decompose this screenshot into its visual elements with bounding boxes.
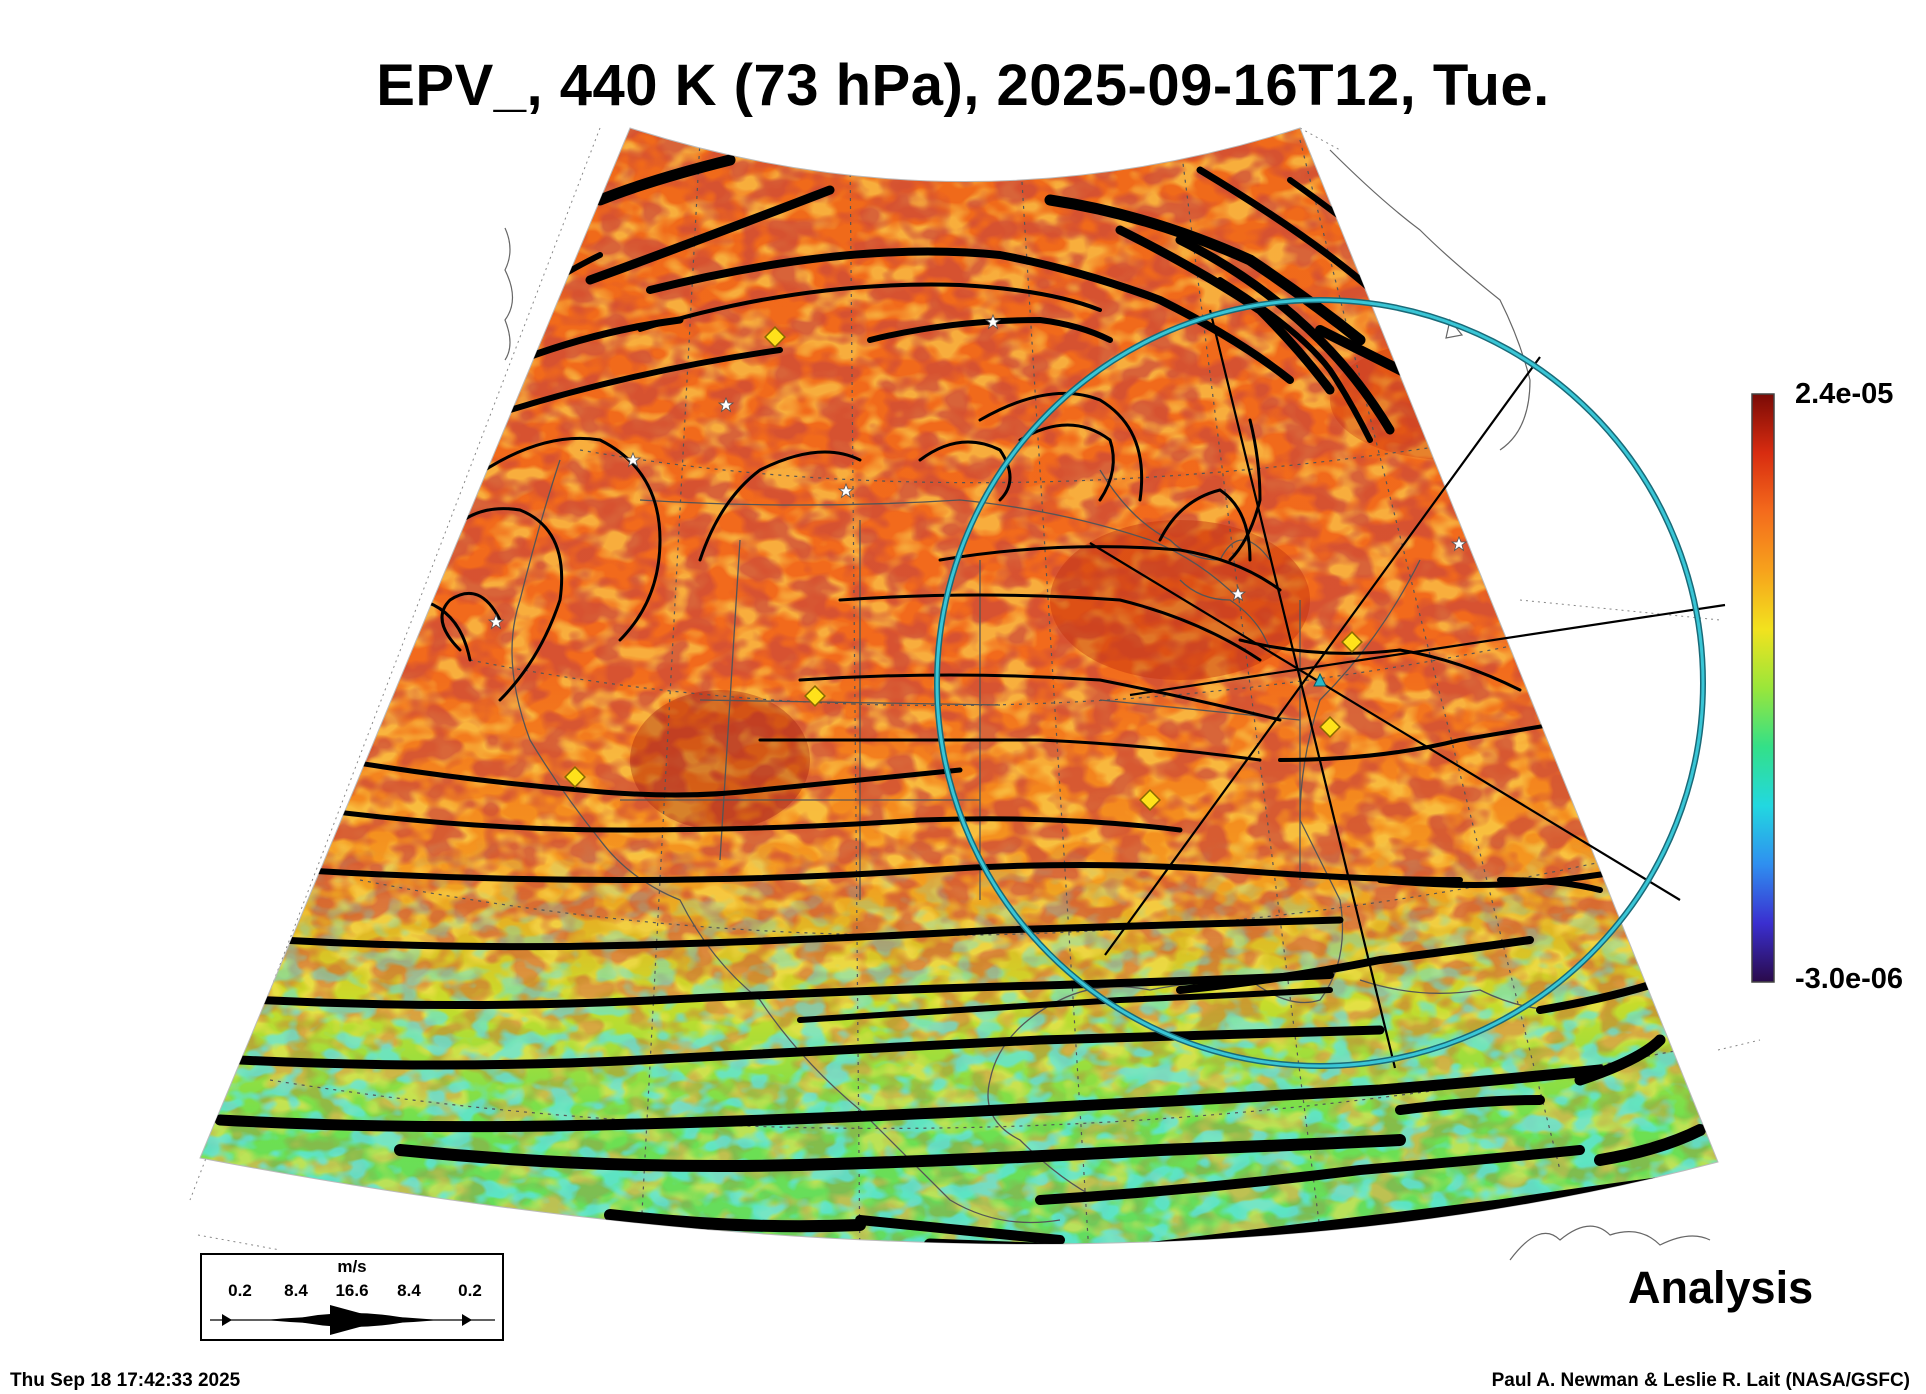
outer-graticule — [189, 127, 1761, 1251]
station-diamonds — [564, 326, 1363, 811]
diamond-marker — [1139, 789, 1161, 811]
coastlines — [511, 459, 1561, 1224]
wind-legend: m/s 0.2 8.4 16.6 8.4 0.2 — [200, 1253, 504, 1341]
legend-label: 8.4 — [397, 1281, 421, 1300]
star-marker — [984, 313, 1002, 330]
star-marker — [1229, 585, 1247, 602]
footer-credit: Paul A. Newman & Leslie R. Lait (NASA/GS… — [1491, 1370, 1910, 1391]
legend-unit: m/s — [337, 1257, 366, 1276]
diamond-marker — [1319, 716, 1341, 738]
diamond-marker — [564, 766, 586, 788]
diamond-marker — [804, 685, 826, 707]
colorbar-max-label: 2.4e-05 — [1795, 378, 1894, 410]
center-marker — [1313, 672, 1327, 687]
star-marker — [837, 482, 855, 499]
legend-label: 8.4 — [284, 1281, 308, 1300]
star-marker — [717, 396, 735, 413]
wind-streamlines — [214, 154, 1706, 1245]
diamond-marker — [764, 326, 786, 348]
diamond-marker — [1341, 631, 1363, 653]
analysis-label: Analysis — [1628, 1262, 1814, 1313]
station-stars — [487, 313, 1468, 630]
colorbar-min-label: -3.0e-06 — [1795, 963, 1904, 995]
cross-section-lines — [1089, 309, 1726, 1069]
star-marker — [624, 451, 642, 468]
legend-label: 16.6 — [335, 1281, 368, 1300]
chart-title: EPV_, 440 K (73 hPa), 2025-09-16T12, Tue… — [376, 53, 1550, 118]
star-marker — [1450, 535, 1468, 552]
star-marker — [487, 613, 505, 630]
colorbar — [1751, 393, 1775, 983]
footer-date: Thu Sep 18 17:42:33 2025 — [10, 1370, 241, 1391]
legend-label: 0.2 — [228, 1281, 252, 1300]
legend-label: 0.2 — [458, 1281, 482, 1300]
vortex-ring-inner — [935, 298, 1705, 1068]
